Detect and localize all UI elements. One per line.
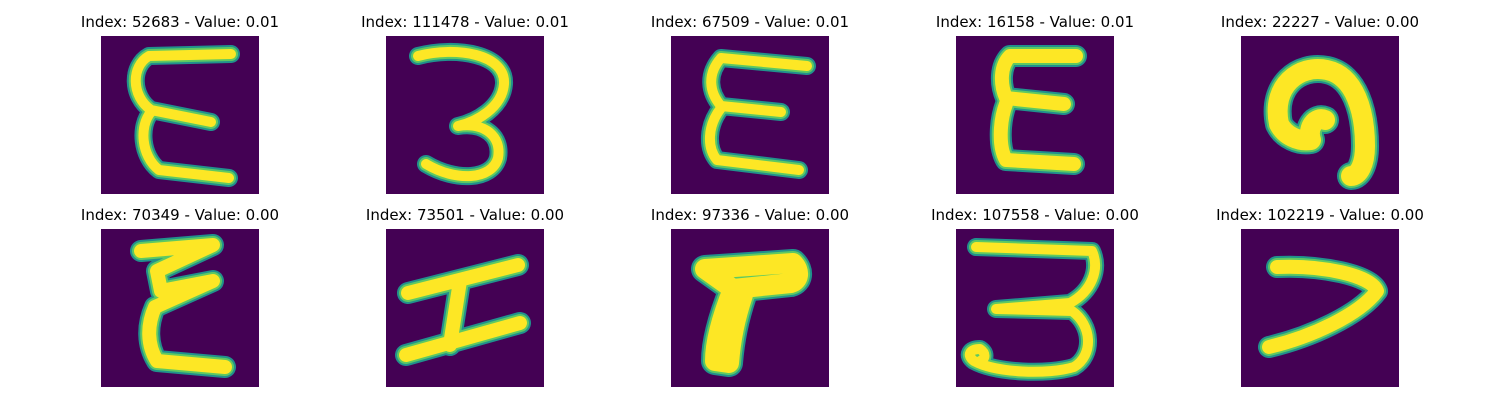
- panel-title: Index: 52683 - Value: 0.01: [80, 13, 280, 31]
- digit-image-e: [956, 36, 1114, 194]
- digit-image-curve: [1241, 36, 1399, 194]
- panel-2: Index: 111478 - Value: 0.01: [335, 12, 595, 194]
- panel-1: Index: 52683 - Value: 0.01: [50, 12, 310, 194]
- panel-title: Index: 107558 - Value: 0.00: [931, 206, 1139, 224]
- panel-title: Index: 67509 - Value: 0.01: [650, 13, 850, 31]
- digit-image-e: [101, 229, 259, 387]
- digit-image-e: [101, 36, 259, 194]
- panel-3: Index: 67509 - Value: 0.01: [620, 12, 880, 194]
- panel-title: Index: 22227 - Value: 0.00: [1220, 13, 1420, 31]
- panel-7: Index: 73501 - Value: 0.00: [335, 205, 595, 387]
- digit-image-i: [386, 229, 544, 387]
- digit-image-f: [671, 229, 829, 387]
- panel-10: Index: 102219 - Value: 0.00: [1190, 205, 1450, 387]
- panel-title: Index: 102219 - Value: 0.00: [1216, 206, 1424, 224]
- panel-title: Index: 16158 - Value: 0.01: [935, 13, 1135, 31]
- digit-image-3: [386, 36, 544, 194]
- panel-4: Index: 16158 - Value: 0.01: [905, 12, 1165, 194]
- panel-title: Index: 73501 - Value: 0.00: [365, 206, 565, 224]
- panel-title: Index: 111478 - Value: 0.01: [361, 13, 569, 31]
- digit-image-e: [671, 36, 829, 194]
- panel-6: Index: 70349 - Value: 0.00: [50, 205, 310, 387]
- digit-image-7: [1241, 229, 1399, 387]
- panel-title: Index: 97336 - Value: 0.00: [650, 206, 850, 224]
- panel-title: Index: 70349 - Value: 0.00: [80, 206, 280, 224]
- panel-8: Index: 97336 - Value: 0.00: [620, 205, 880, 387]
- panel-9: Index: 107558 - Value: 0.00: [905, 205, 1165, 387]
- panel-5: Index: 22227 - Value: 0.00: [1190, 12, 1450, 194]
- digit-image-3: [956, 229, 1114, 387]
